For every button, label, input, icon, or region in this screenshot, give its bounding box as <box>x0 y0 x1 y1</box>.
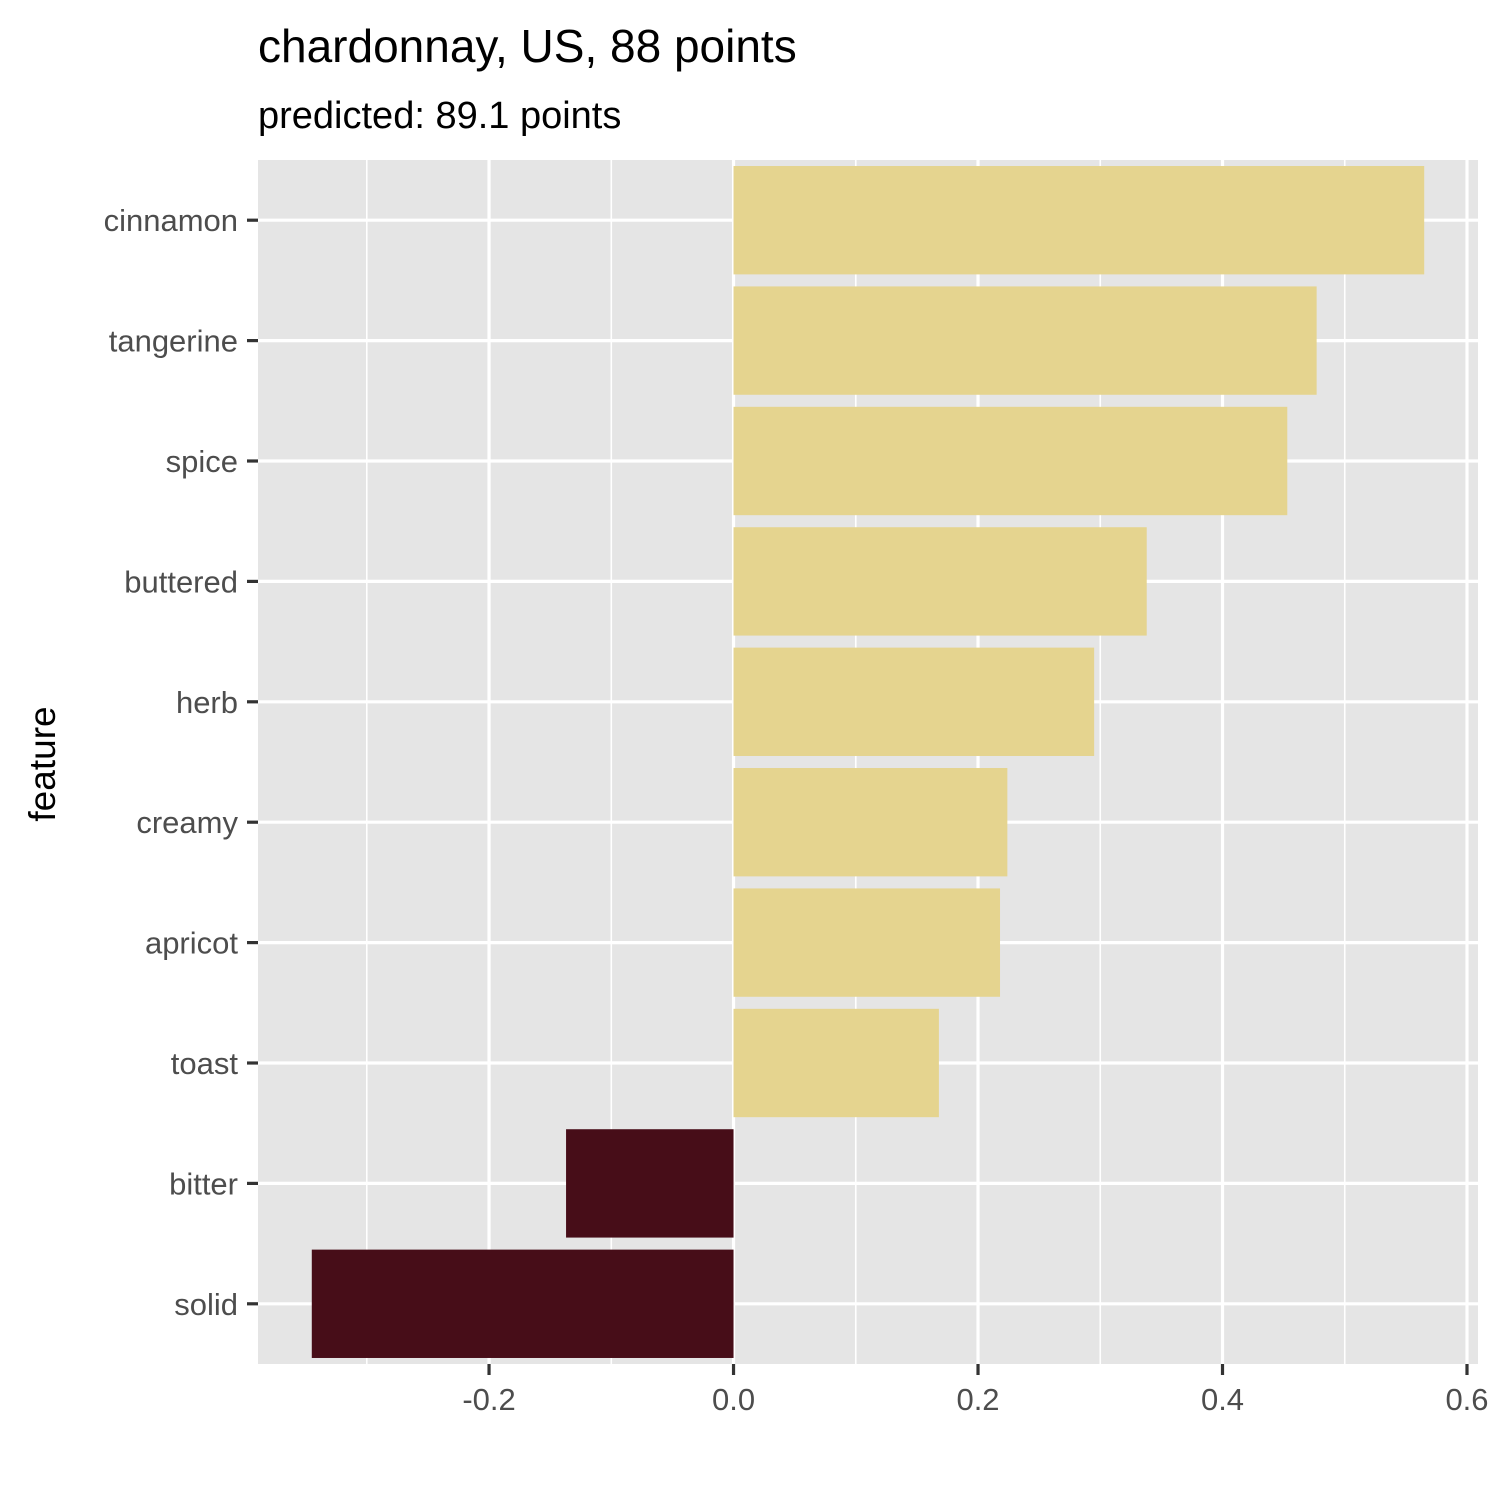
y-tick-label: apricot <box>145 926 238 961</box>
bars <box>311 166 1425 1358</box>
y-tick-label: buttered <box>124 564 238 599</box>
y-tick-label: solid <box>174 1287 238 1322</box>
bar-creamy <box>733 768 1008 877</box>
chart-subtitle: predicted: 89.1 points <box>258 95 621 137</box>
y-axis: cinnamon tangerine spice buttered herb creamy… <box>104 203 258 1322</box>
chart-title: chardonnay, US, 88 points <box>258 20 797 72</box>
bar-bitter <box>566 1129 734 1238</box>
y-tick-label: bitter <box>169 1166 238 1201</box>
bar-spice <box>733 406 1288 516</box>
bar-cinnamon <box>733 166 1425 275</box>
y-tick-label: tangerine <box>109 324 238 359</box>
bar-buttered <box>733 527 1147 636</box>
bar-toast <box>733 1008 939 1118</box>
y-tick-label: creamy <box>136 805 238 840</box>
x-tick-label: 0.6 <box>1445 1382 1488 1417</box>
bar-herb <box>733 647 1095 756</box>
x-tick-label: 0.4 <box>1201 1382 1244 1417</box>
x-tick-label: 0.0 <box>712 1382 755 1417</box>
y-tick-label: spice <box>166 444 238 479</box>
x-tick-label: 0.2 <box>956 1382 999 1417</box>
x-axis: -0.2 0.0 0.2 0.4 0.6 <box>462 1364 1489 1417</box>
y-tick-label: toast <box>171 1046 239 1081</box>
bar-apricot <box>733 888 1001 997</box>
bar-solid <box>311 1249 734 1358</box>
x-tick-label: -0.2 <box>462 1382 515 1417</box>
y-tick-label: cinnamon <box>104 203 238 238</box>
y-axis-title: feature <box>22 706 63 821</box>
y-tick-label: herb <box>176 685 238 720</box>
bar-tangerine <box>733 286 1317 395</box>
